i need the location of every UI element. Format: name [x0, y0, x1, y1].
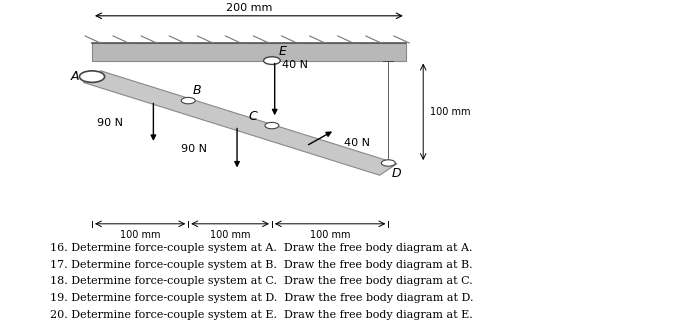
Circle shape: [263, 57, 280, 65]
Text: 90 N: 90 N: [97, 118, 123, 128]
Text: 20. Determine force-couple system at E.  Draw the free body diagram at E.: 20. Determine force-couple system at E. …: [50, 310, 473, 319]
Polygon shape: [83, 71, 397, 175]
Text: E: E: [279, 45, 286, 58]
Text: 19. Determine force-couple system at D.  Draw the free body diagram at D.: 19. Determine force-couple system at D. …: [50, 293, 474, 303]
Text: 200 mm: 200 mm: [225, 3, 272, 13]
Text: 40 N: 40 N: [344, 138, 370, 148]
Text: A: A: [70, 70, 79, 83]
Text: 16. Determine force-couple system at A.  Draw the free body diagram at A.: 16. Determine force-couple system at A. …: [50, 243, 473, 253]
Circle shape: [265, 122, 279, 129]
Circle shape: [181, 97, 195, 104]
Text: 100 mm: 100 mm: [310, 230, 351, 240]
Text: 17. Determine force-couple system at B.  Draw the free body diagram at B.: 17. Determine force-couple system at B. …: [50, 259, 473, 270]
Text: 18. Determine force-couple system at C.  Draw the free body diagram at C.: 18. Determine force-couple system at C. …: [50, 276, 473, 286]
Text: 100 mm: 100 mm: [210, 230, 251, 240]
Circle shape: [382, 160, 395, 166]
Text: B: B: [193, 84, 201, 97]
Circle shape: [80, 71, 104, 82]
Text: C: C: [248, 110, 257, 123]
Text: 40 N: 40 N: [282, 60, 309, 70]
Text: D: D: [392, 167, 402, 180]
FancyBboxPatch shape: [92, 43, 406, 61]
Text: 100 mm: 100 mm: [430, 107, 470, 117]
Text: 90 N: 90 N: [181, 144, 207, 154]
Text: 100 mm: 100 mm: [120, 230, 160, 240]
